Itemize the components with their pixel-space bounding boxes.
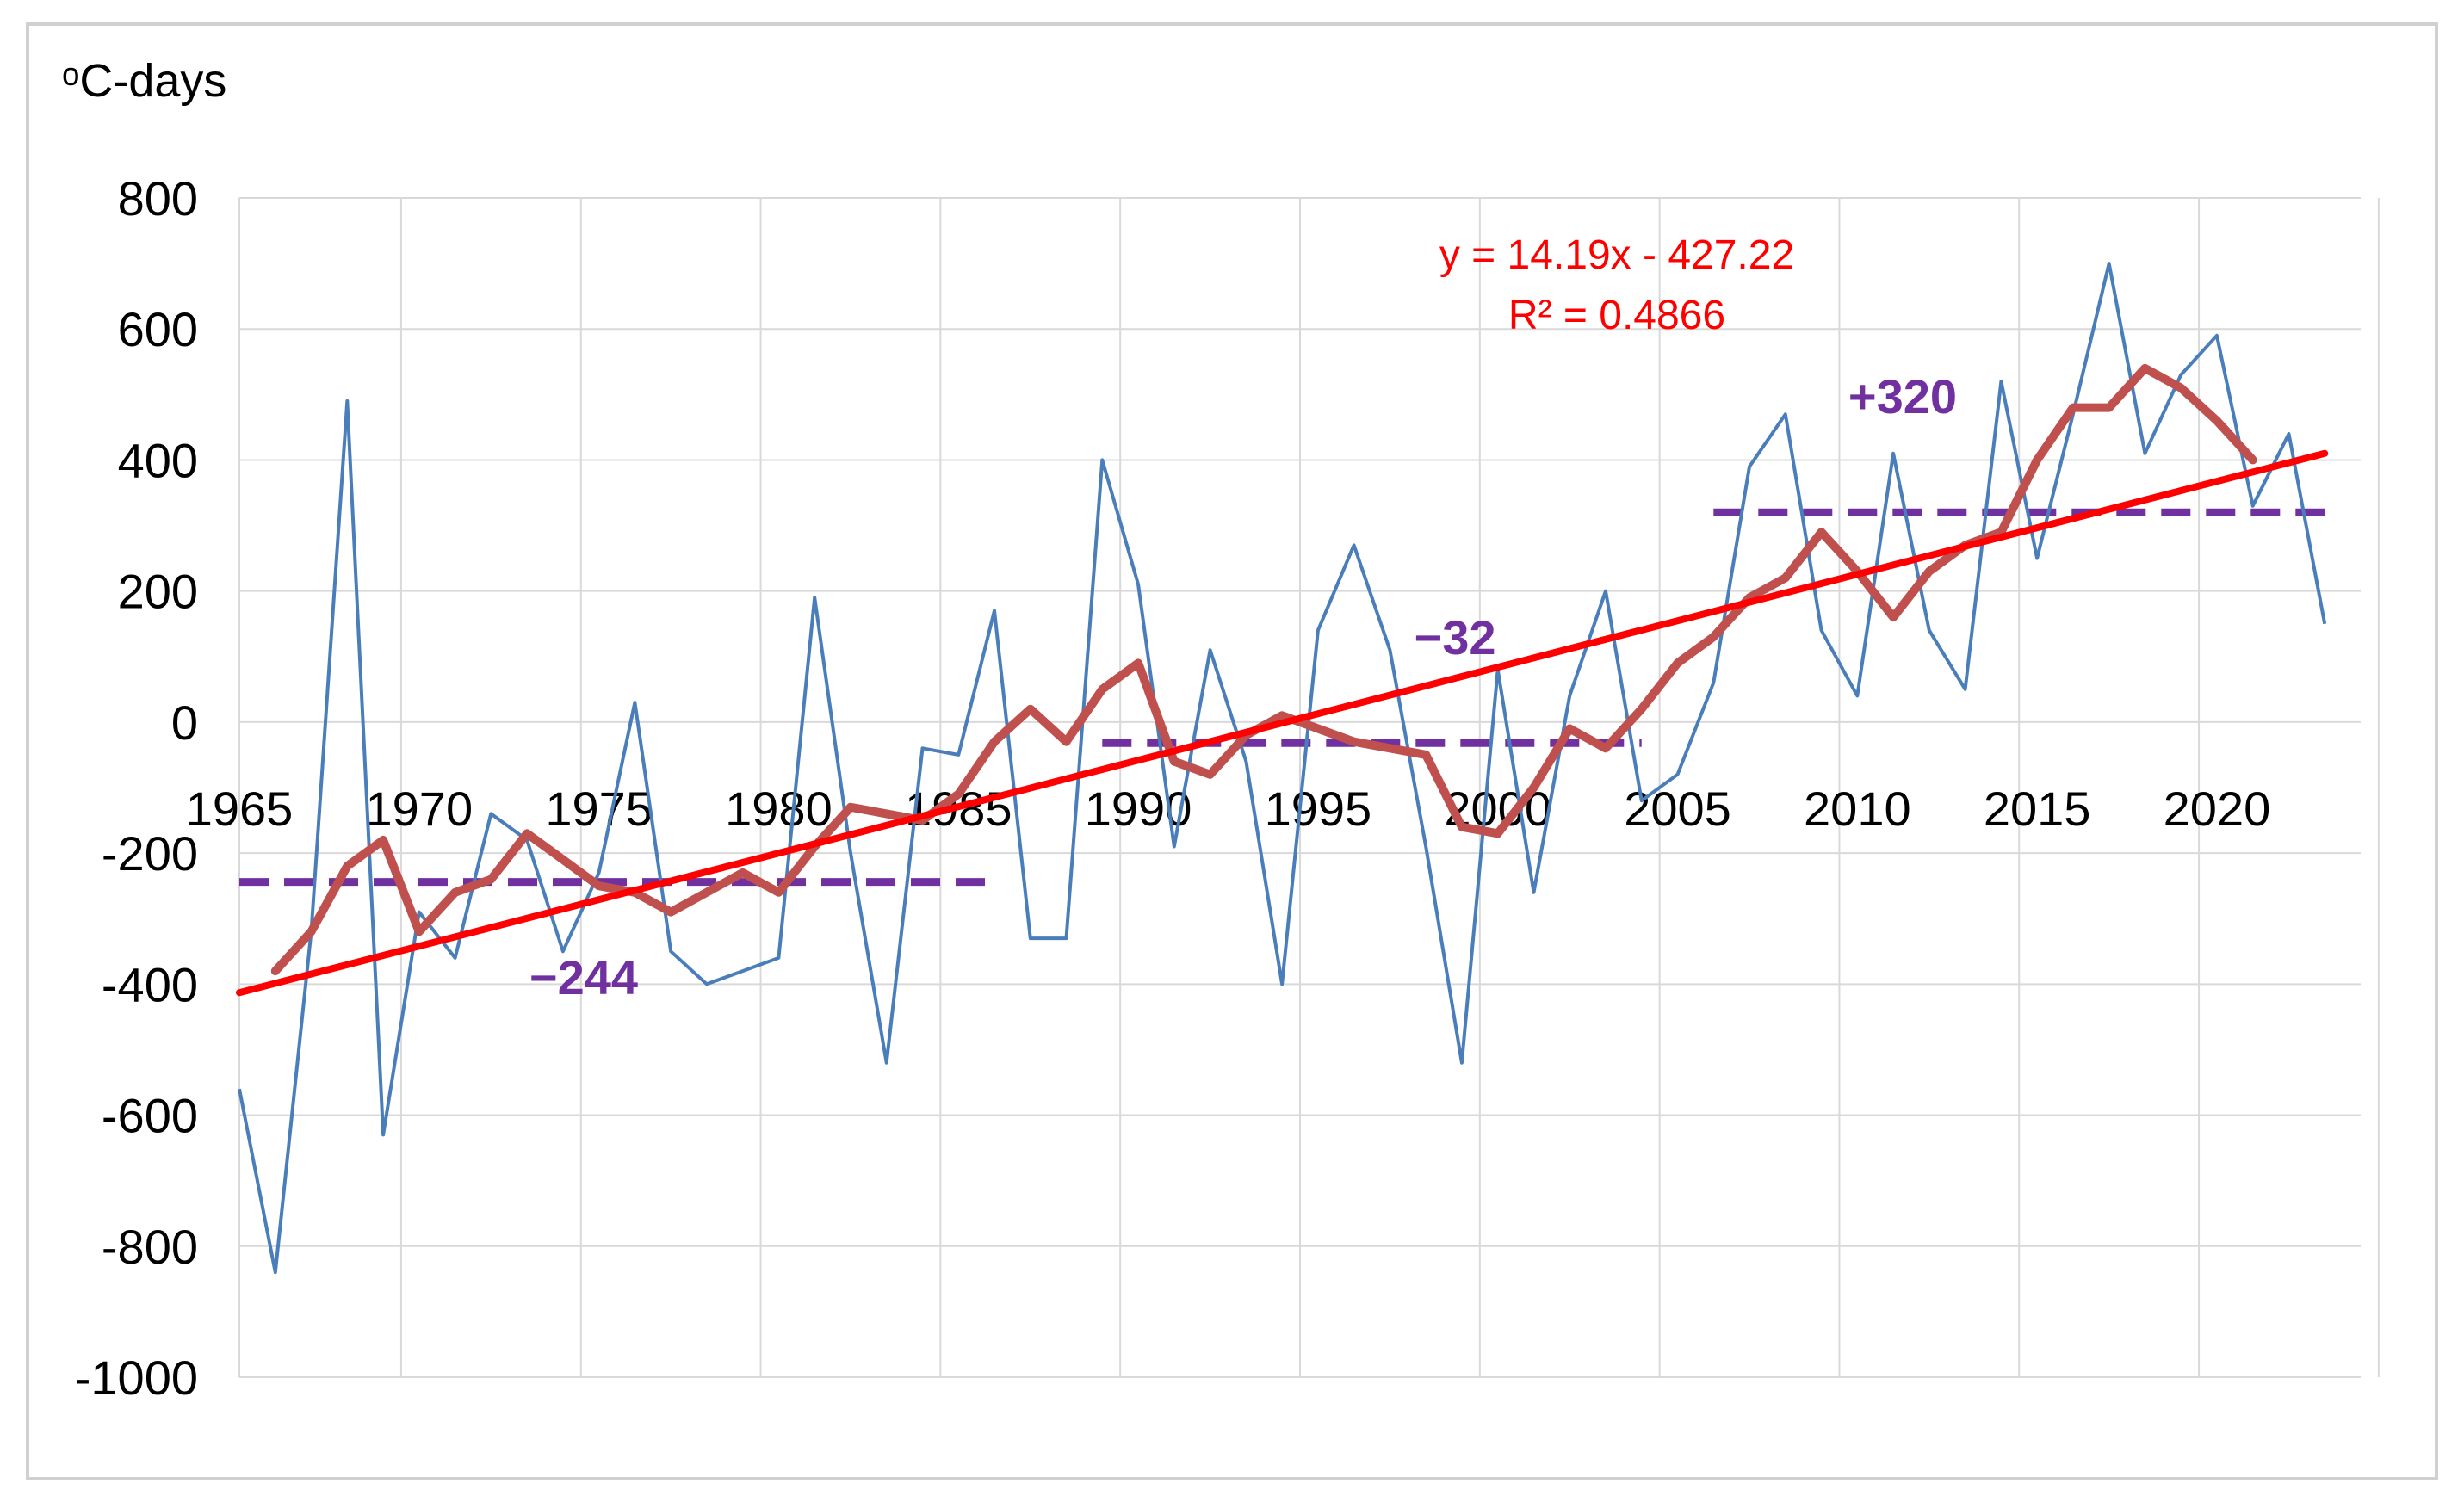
y-tick-label: -800 — [102, 1220, 198, 1274]
x-tick-label: 1965 — [186, 782, 294, 836]
period-mean-label-3: +320 — [1848, 369, 1957, 423]
x-tick-label: 2005 — [1624, 782, 1731, 836]
trend-r-squared: R² = 0.4866 — [1508, 293, 1725, 338]
annual-series-line — [238, 262, 2327, 1275]
x-tick-labels: 1965 1970 1975 1980 1985 1990 1995 2000 2005 2010… — [186, 782, 2271, 836]
y-tick-label: -1000 — [75, 1351, 198, 1405]
y-tick-label: 400 — [118, 433, 198, 487]
x-tick-label: 2020 — [2164, 782, 2271, 836]
period-mean-label-2: −32 — [1415, 610, 1496, 664]
y-tick-label: 800 — [118, 171, 198, 226]
x-tick-label: 1990 — [1085, 782, 1192, 836]
grid — [238, 197, 2380, 1378]
series-group — [236, 262, 2329, 1275]
x-tick-label: 1970 — [366, 782, 474, 836]
x-tick-label: 2010 — [1804, 782, 1911, 836]
y-tick-label: 200 — [118, 565, 198, 619]
y-axis-label: ᵒC-days — [62, 55, 226, 107]
x-tick-label: 2015 — [1984, 782, 2091, 836]
period-mean-label-1: −244 — [529, 950, 638, 1004]
x-tick-label: 1995 — [1265, 782, 1372, 836]
x-tick-label: 1980 — [725, 782, 833, 836]
trend-equation: y = 14.19x - 427.22 — [1439, 232, 1794, 278]
y-tick-label: 600 — [118, 302, 198, 356]
y-tick-labels: 800 600 400 200 0 -200 -400 -600 -800 -1000 — [75, 171, 198, 1405]
x-tick-label: 1975 — [545, 782, 653, 836]
y-tick-label: -400 — [102, 957, 198, 1011]
trend-line — [236, 449, 2329, 997]
y-tick-label: -200 — [102, 826, 198, 881]
y-tick-label: -600 — [102, 1089, 198, 1143]
y-tick-label: 0 — [171, 695, 198, 750]
